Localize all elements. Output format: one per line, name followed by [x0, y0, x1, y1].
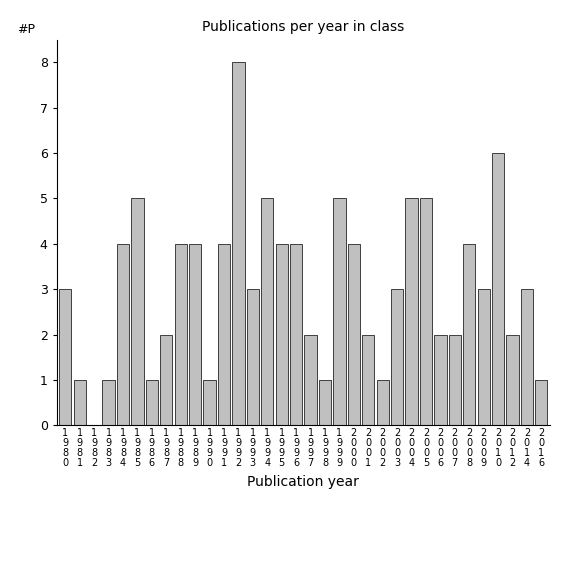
Bar — [348, 244, 360, 425]
Bar — [146, 380, 158, 425]
Bar — [204, 380, 215, 425]
Bar — [175, 244, 187, 425]
Bar — [160, 335, 172, 425]
Bar — [103, 380, 115, 425]
Bar — [405, 198, 418, 425]
Bar — [232, 62, 244, 425]
Bar — [521, 289, 533, 425]
Bar — [247, 289, 259, 425]
Bar — [448, 335, 461, 425]
Bar — [276, 244, 288, 425]
Bar — [506, 335, 519, 425]
Bar — [304, 335, 317, 425]
Bar — [535, 380, 548, 425]
Bar — [376, 380, 389, 425]
Bar — [132, 198, 143, 425]
Bar — [463, 244, 475, 425]
Bar — [117, 244, 129, 425]
X-axis label: Publication year: Publication year — [247, 475, 359, 489]
Bar — [391, 289, 403, 425]
Bar — [492, 153, 504, 425]
Bar — [218, 244, 230, 425]
Bar — [362, 335, 374, 425]
Bar — [189, 244, 201, 425]
Bar — [420, 198, 432, 425]
Bar — [434, 335, 446, 425]
Bar — [74, 380, 86, 425]
Bar — [477, 289, 490, 425]
Bar — [59, 289, 71, 425]
Title: Publications per year in class: Publications per year in class — [202, 20, 404, 35]
Text: #P: #P — [17, 23, 35, 36]
Bar — [261, 198, 273, 425]
Bar — [333, 198, 345, 425]
Bar — [319, 380, 331, 425]
Bar — [290, 244, 302, 425]
